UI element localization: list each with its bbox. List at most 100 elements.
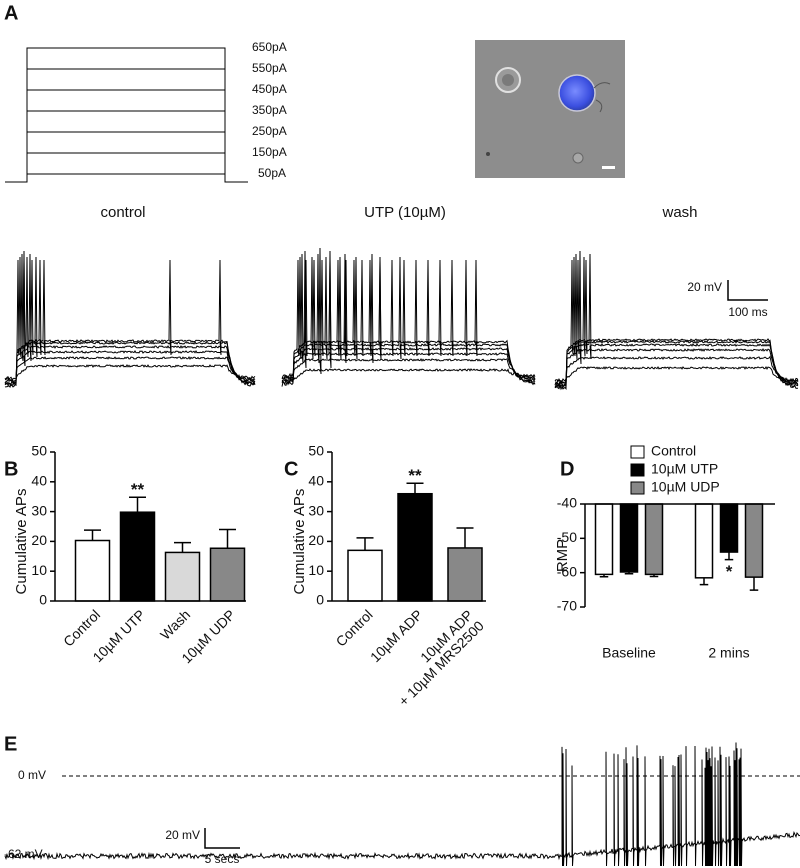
error-bar — [699, 577, 709, 586]
y-tick-label: 50 — [308, 443, 324, 459]
error-bar — [84, 529, 101, 541]
bar — [164, 551, 201, 602]
significance: ** — [408, 466, 422, 485]
bar — [744, 503, 764, 578]
scale-label: 5 secs — [205, 852, 240, 866]
step-label: 450pA — [252, 82, 287, 96]
x-tick-label: Wash — [157, 606, 193, 642]
y-tick-label: -40 — [557, 495, 577, 511]
y-tick-label: -60 — [557, 563, 577, 579]
legend-swatch — [630, 481, 645, 495]
y-tick-label: -70 — [557, 598, 577, 614]
bar — [74, 539, 111, 602]
voltage-traces — [4, 247, 799, 391]
step-protocol — [5, 47, 248, 183]
scale-label: 20 mV — [687, 280, 722, 294]
trace — [4, 253, 256, 386]
condition-title: UTP (10µM) — [364, 204, 446, 221]
legend-label: 10µM UDP — [651, 479, 720, 495]
y-tick-label: 30 — [31, 502, 47, 518]
scale-label: 20 mV — [165, 828, 200, 842]
bar — [619, 503, 639, 573]
y-tick-label: 10 — [308, 562, 324, 578]
bar — [694, 503, 714, 579]
trace — [4, 259, 256, 389]
legend-label: 10µM UTP — [651, 461, 718, 477]
y-tick-label: 50 — [31, 443, 47, 459]
y-tick-label: 20 — [308, 532, 324, 548]
y-tick-label: 10 — [31, 562, 47, 578]
significance: ** — [131, 480, 145, 499]
trace — [554, 259, 798, 391]
bar — [594, 503, 614, 576]
condition-title: wash — [661, 204, 697, 221]
scale-label: 100 ms — [728, 305, 767, 319]
trace — [4, 250, 256, 384]
x-tick-label: Control — [333, 606, 376, 649]
bar — [209, 547, 246, 602]
error-bar — [219, 528, 236, 549]
bar — [644, 503, 664, 576]
error-bar — [406, 482, 424, 494]
y-tick-label: 0 — [39, 592, 47, 608]
micrograph — [475, 40, 625, 178]
error-bar — [599, 574, 609, 578]
trace — [554, 355, 799, 386]
legend-swatch — [630, 463, 645, 477]
bar — [447, 547, 483, 602]
trace — [554, 253, 799, 388]
trace — [281, 368, 536, 381]
bar — [719, 503, 739, 553]
condition-title: control — [100, 204, 145, 221]
panel-label: A — [4, 2, 18, 24]
bar — [119, 511, 156, 602]
trace — [4, 742, 800, 867]
step-label: 150pA — [252, 145, 287, 159]
step-label: 250pA — [252, 124, 287, 138]
error-bar — [356, 537, 374, 551]
x-tick-label: 2 mins — [708, 645, 749, 661]
y-axis-label: Cumulative APs — [13, 489, 30, 595]
y-axis-label: Cumulative APs — [291, 489, 308, 595]
x-tick-label: 10µM ADP — [367, 606, 426, 665]
y-axis-label: RMP — [554, 539, 571, 572]
legend-swatch — [630, 445, 645, 459]
step-label: 650pA — [252, 40, 287, 54]
x-tick-label: Control — [60, 606, 103, 649]
panel-label: D — [560, 458, 574, 480]
bar — [347, 549, 383, 602]
panel-label: E — [4, 733, 17, 755]
trace — [281, 247, 536, 381]
trace — [281, 259, 536, 387]
voltage-trace — [4, 742, 800, 867]
level-label: 0 mV — [18, 768, 46, 782]
error-bar — [624, 571, 634, 575]
error-bar — [174, 541, 191, 553]
legend-label: Control — [651, 443, 696, 459]
y-tick-label: 20 — [31, 532, 47, 548]
error-bar — [724, 552, 734, 561]
y-tick-label: 40 — [31, 473, 47, 489]
step-label: 350pA — [252, 103, 287, 117]
trace — [4, 256, 256, 387]
panel-label: B — [4, 458, 18, 480]
trace — [554, 365, 799, 383]
scale-bar — [727, 280, 768, 301]
trace — [554, 256, 799, 389]
error-bar — [129, 496, 146, 513]
x-tick-label: Baseline — [602, 645, 656, 661]
bar — [397, 492, 433, 602]
error-bar — [456, 527, 474, 548]
panel-label: C — [284, 458, 298, 480]
y-tick-label: 0 — [316, 592, 324, 608]
scale-bar — [204, 828, 240, 849]
trace — [4, 355, 256, 382]
step-label: 550pA — [252, 61, 287, 75]
error-bar — [649, 574, 659, 578]
step-label: 50pA — [258, 166, 286, 180]
significance: * — [726, 562, 733, 581]
trace — [554, 250, 799, 385]
